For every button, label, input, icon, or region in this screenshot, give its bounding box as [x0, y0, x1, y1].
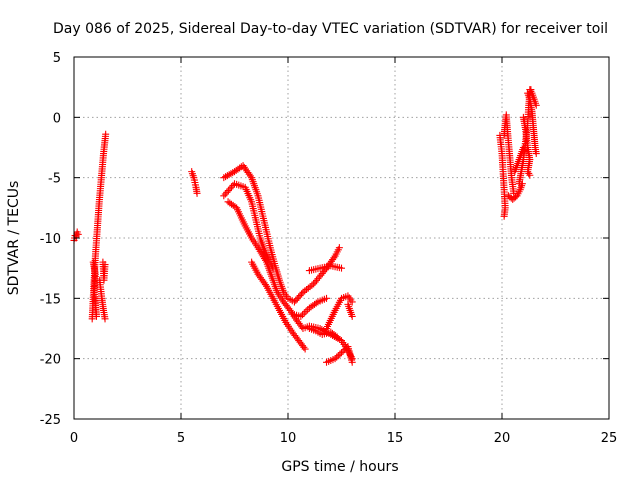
data-point [302, 307, 310, 315]
x-tick-label: 25 [601, 431, 618, 446]
y-tick-label: -5 [48, 172, 61, 187]
data-point [227, 183, 235, 191]
data-point [348, 358, 356, 366]
data-point [323, 294, 331, 302]
series-arc-2 [188, 168, 201, 197]
data-point [312, 299, 320, 307]
data-point [226, 185, 234, 193]
data-point [285, 305, 293, 313]
x-tick-label: 20 [494, 431, 511, 446]
data-point [301, 345, 309, 353]
data-point [300, 309, 308, 317]
chart-title: Day 086 of 2025, Sidereal Day-to-day VTE… [53, 21, 608, 37]
data-point [333, 333, 341, 341]
x-tick-label: 0 [70, 431, 78, 446]
data-point [297, 312, 305, 320]
data-point [330, 254, 338, 262]
data-point [348, 312, 356, 320]
series-arc-1 [70, 130, 110, 323]
data-point [221, 190, 229, 198]
x-tick-label: 10 [280, 431, 297, 446]
data-point [102, 130, 110, 138]
data-point [532, 101, 540, 109]
data-points [70, 86, 540, 366]
series-arc-3 [220, 162, 356, 366]
data-point [308, 281, 316, 289]
y-axis-label: SDTVAR / TECUs [6, 181, 22, 296]
data-point [332, 332, 340, 340]
data-point [223, 172, 231, 180]
data-point [298, 290, 306, 298]
data-point [336, 350, 344, 358]
y-tick-label: 0 [53, 111, 61, 126]
data-point [193, 189, 201, 197]
data-point [500, 212, 508, 220]
data-point [348, 298, 356, 306]
x-axis-label: GPS time / hours [281, 459, 398, 475]
data-point [525, 169, 533, 177]
y-tick-label: -20 [40, 353, 61, 368]
data-point [333, 353, 341, 361]
data-point [303, 285, 311, 293]
data-point [74, 230, 82, 238]
x-tick-label: 5 [177, 431, 185, 446]
data-point [304, 306, 312, 314]
data-point [101, 315, 109, 323]
y-tick-label: 5 [53, 51, 61, 66]
data-point [101, 261, 109, 269]
data-point [341, 346, 349, 354]
data-point [246, 172, 254, 180]
data-point [338, 264, 345, 272]
data-point [299, 311, 307, 319]
x-tick-label: 15 [387, 431, 404, 446]
axis-ticks: 0 5 10 15 20 25 -25 -20 -15 -10 -5 0 5 [40, 51, 618, 446]
y-tick-label: -25 [40, 413, 61, 428]
data-point [331, 355, 339, 363]
y-tick-label: -15 [40, 292, 61, 307]
data-point [335, 244, 343, 252]
data-point [300, 343, 308, 351]
data-point [220, 192, 228, 200]
y-tick-label: -10 [40, 232, 61, 247]
data-point [334, 352, 342, 360]
data-point [526, 171, 534, 179]
data-point [338, 349, 345, 357]
data-point [532, 150, 540, 158]
data-point [339, 347, 347, 355]
data-point [224, 187, 232, 195]
data-point [223, 188, 231, 196]
series-arc-4 [496, 86, 540, 220]
data-point [261, 281, 269, 289]
